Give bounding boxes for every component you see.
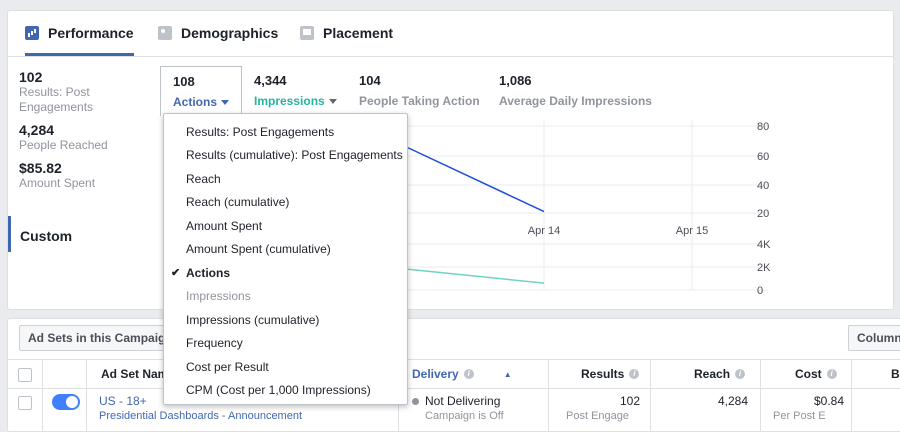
performance-panel: Performance Demographics Placement 102 R… (7, 10, 894, 310)
tab-demographics[interactable]: Demographics (158, 11, 278, 55)
metric-actions-selector[interactable]: 108 Actions (160, 66, 242, 116)
dropdown-item[interactable]: Amount Spent (186, 218, 263, 233)
row-checkbox[interactable] (18, 396, 32, 410)
results-cell: 102 Post Engage (566, 394, 640, 422)
metric-label: Actions (173, 95, 241, 109)
stat-label: People Reached (19, 138, 108, 152)
dropdown-item[interactable]: CPM (Cost per 1,000 Impressions) (186, 383, 371, 397)
custom-label: Custom (20, 228, 73, 244)
select-all-checkbox[interactable] (18, 368, 32, 382)
sort-up-icon: ▲ (503, 369, 512, 379)
metric-label: People Taking Action (359, 94, 480, 108)
metric-value: 4,344 (254, 73, 287, 88)
col-cost[interactable]: Cost i (795, 360, 837, 388)
info-icon: i (463, 369, 474, 379)
stat-spent: $85.82 Amount Spent (19, 160, 159, 191)
metric-people-taking-action: 104 People Taking Action (359, 73, 480, 108)
adset-name-cell[interactable]: US - 18+ Presidential Dashboards - Annou… (99, 394, 302, 422)
info-icon: i (629, 369, 640, 379)
metric-impressions-selector[interactable]: 4,344 Impressions (254, 73, 337, 108)
col-reach[interactable]: Reach i (694, 360, 746, 388)
dropdown-item[interactable]: Frequency (186, 336, 243, 350)
metric-value: 108 (173, 74, 195, 89)
dropdown-item[interactable]: Cost per Result (186, 359, 269, 374)
dropdown-item[interactable]: Amount Spent (cumulative) (186, 242, 331, 256)
columns-button[interactable]: Columns (848, 325, 900, 351)
adset-name-link[interactable]: US - 18+ (99, 394, 147, 408)
table-header: Ad Set Name Delivery i ▲ Results i Reach i … (8, 359, 900, 389)
tab-label: Placement (323, 25, 394, 41)
dropdown-item: Impressions (186, 289, 251, 303)
table-row[interactable]: US - 18+ Presidential Dashboards - Annou… (8, 388, 900, 431)
dropdown-item[interactable]: Results (cumulative): Post Engagements (186, 148, 403, 162)
stat-value: 102 (19, 69, 43, 85)
tab-bar: Performance Demographics Placement (8, 11, 893, 57)
adset-toggle[interactable] (52, 394, 80, 410)
stat-label: Results: Post Engagements (19, 85, 94, 114)
col-delivery[interactable]: Delivery i ▲ (412, 367, 512, 381)
tab-label: Demographics (181, 25, 279, 41)
dropdown-item[interactable]: Impressions (cumulative) (186, 312, 320, 327)
dropdown-item[interactable]: Reach (cumulative) (186, 195, 290, 209)
tab-label: Performance (48, 25, 134, 41)
adsets-table-panel: Ad Sets in this Campaign Columns Ad Set … (7, 318, 900, 432)
metric-dropdown-menu: Results: Post Engagements Results (cumula… (163, 113, 408, 405)
placement-icon (300, 26, 314, 40)
col-adset-name[interactable]: Ad Set Name (101, 367, 171, 381)
date-range-custom[interactable]: Custom (8, 216, 161, 252)
metric-label: Impressions (254, 94, 337, 108)
checkmark-icon: ✔ (171, 267, 181, 279)
chart-bars-icon (25, 26, 39, 40)
tab-performance[interactable]: Performance (25, 11, 134, 56)
stat-results: 102 Results: Post Engagements (19, 69, 159, 115)
stat-value: 4,284 (19, 122, 55, 138)
info-icon: i (826, 369, 837, 379)
info-icon: i (735, 369, 746, 379)
metric-value: 104 (359, 73, 381, 88)
campaign-link[interactable]: Presidential Dashboards - Announcement (99, 410, 303, 422)
stat-reach: 4,284 People Reached (19, 122, 159, 153)
metric-value: 1,086 (499, 73, 532, 88)
cost-cell: $0.84 Per Post E (773, 394, 844, 422)
stat-value: $85.82 (19, 160, 62, 176)
dropdown-item[interactable]: Results: Post Engagements (186, 124, 335, 139)
col-budget[interactable]: B (891, 367, 900, 381)
people-icon (158, 26, 172, 40)
chevron-down-icon (221, 100, 230, 106)
dropdown-item[interactable]: Reach (186, 171, 221, 186)
chevron-down-icon (328, 99, 337, 105)
status-dot-icon (412, 398, 419, 405)
summary-stats: 102 Results: Post Engagements 4,284 Peop… (19, 69, 159, 191)
col-results[interactable]: Results i (581, 360, 640, 388)
metric-label: Average Daily Impressions (499, 94, 652, 108)
delivery-cell: Not Delivering Campaign is Off (412, 394, 504, 422)
metric-avg-daily-impressions: 1,086 Average Daily Impressions (499, 73, 652, 108)
tab-placement[interactable]: Placement (300, 11, 393, 55)
reach-cell: 4,284 (717, 394, 748, 408)
adsets-in-campaign-button[interactable]: Ad Sets in this Campaign (19, 325, 179, 351)
dropdown-item[interactable]: ✔ Actions (171, 265, 231, 280)
stat-label: Amount Spent (19, 176, 96, 190)
